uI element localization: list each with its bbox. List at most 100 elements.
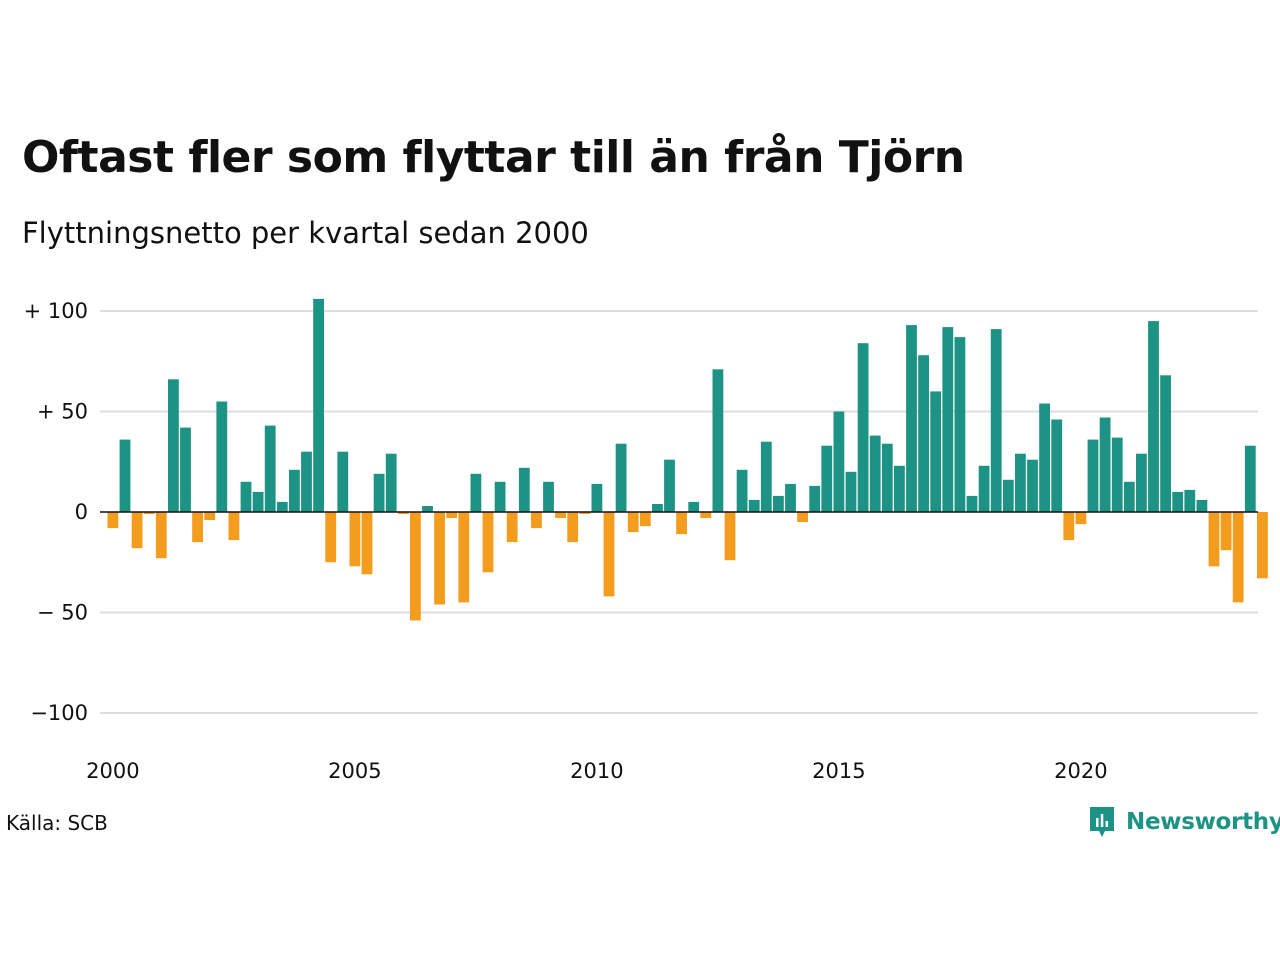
bar: [1148, 321, 1159, 512]
bar: [664, 459, 675, 512]
bar: [1160, 375, 1171, 512]
bar: [857, 343, 869, 512]
bar: [712, 369, 724, 512]
bar: [748, 499, 760, 512]
bar: [1039, 403, 1050, 512]
bar: [1087, 439, 1099, 512]
y-tick-label: −100: [30, 701, 88, 725]
bar: [506, 512, 518, 543]
bar: [325, 512, 337, 563]
bar: [688, 501, 700, 512]
bar: [1063, 512, 1075, 541]
bar: [107, 512, 119, 529]
bar: [264, 425, 276, 512]
bar: [518, 467, 530, 512]
x-tick-label: 2020: [1054, 759, 1107, 783]
bar: [1111, 437, 1123, 512]
bar: [869, 435, 881, 512]
x-tick-label: 2005: [328, 759, 381, 783]
bar: [1232, 512, 1244, 603]
bar: [906, 325, 917, 512]
bar: [180, 427, 191, 512]
bar: [301, 451, 312, 512]
bar: [978, 465, 990, 512]
bar: [410, 512, 421, 621]
bar: [760, 441, 772, 512]
bar: [1172, 491, 1184, 512]
bar: [821, 445, 833, 512]
bar: [1208, 512, 1220, 567]
bar: [446, 512, 458, 518]
bar: [349, 512, 361, 567]
x-tick-label: 2000: [86, 759, 139, 783]
grid-lines: [100, 310, 1258, 714]
bar: [724, 512, 736, 561]
bar: [228, 512, 240, 541]
bar: [833, 411, 845, 512]
x-tick-label: 2015: [812, 759, 865, 783]
bar: [954, 337, 966, 512]
bar: [1257, 512, 1268, 579]
y-tick-label: − 50: [37, 601, 88, 625]
bar: [482, 512, 494, 573]
bar: [458, 512, 470, 603]
bar: [652, 504, 663, 512]
bar-chart: + 100 + 50 0 − 50 −100 2000 2005 2010 2015 2020: [24, 298, 1268, 783]
y-tick-label: + 100: [24, 299, 88, 323]
bar: [143, 512, 155, 514]
bar: [204, 512, 216, 520]
chart-title: Oftast fler som flyttar till än från Tjö…: [22, 132, 965, 183]
bar: [930, 391, 942, 512]
y-tick-label: 0: [75, 500, 88, 524]
bar: [736, 469, 748, 512]
bar: [567, 512, 579, 543]
bar: [531, 512, 542, 529]
bar: [809, 485, 821, 512]
brand-name: Newsworthy: [1126, 809, 1280, 835]
bar: [131, 512, 143, 549]
bar: [1220, 512, 1232, 551]
bar: [1027, 459, 1038, 512]
bar: [543, 481, 554, 512]
y-tick-label: + 50: [37, 400, 88, 424]
bar: [845, 471, 857, 512]
bar: [627, 512, 639, 533]
bar: [615, 443, 627, 512]
bar: [1184, 489, 1196, 512]
bar: [785, 483, 796, 512]
bar: [1244, 445, 1256, 512]
bar: [434, 512, 445, 605]
bar: [361, 512, 373, 575]
bar: [1136, 453, 1147, 512]
bar: [313, 298, 324, 512]
newsworthy-logo-icon: [1090, 807, 1114, 837]
bar: [676, 512, 687, 535]
bar: [192, 512, 203, 543]
bar: [155, 512, 167, 559]
bar: [797, 512, 808, 522]
bar: [603, 512, 615, 597]
bar: [470, 473, 482, 512]
bar: [216, 401, 228, 512]
bar: [1015, 453, 1026, 512]
bar: [373, 473, 385, 512]
bar: [422, 506, 433, 512]
bar: [1196, 499, 1208, 512]
bar: [881, 443, 893, 512]
bars: [107, 298, 1268, 621]
bar: [494, 481, 506, 512]
bar: [990, 329, 1002, 512]
bar: [591, 483, 603, 512]
bar: [289, 469, 300, 512]
bar: [337, 451, 349, 512]
bar: [252, 491, 264, 512]
bar: [119, 439, 131, 512]
bar: [942, 327, 954, 512]
source-note: Källa: SCB: [6, 811, 108, 835]
bar: [240, 481, 252, 512]
bar: [276, 501, 288, 512]
bar: [1123, 481, 1135, 512]
bar: [639, 512, 651, 527]
bar: [168, 379, 179, 512]
brand-logo: Newsworthy: [1088, 805, 1280, 839]
